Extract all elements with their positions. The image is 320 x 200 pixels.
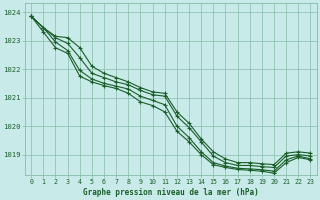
X-axis label: Graphe pression niveau de la mer (hPa): Graphe pression niveau de la mer (hPa) <box>83 188 259 197</box>
